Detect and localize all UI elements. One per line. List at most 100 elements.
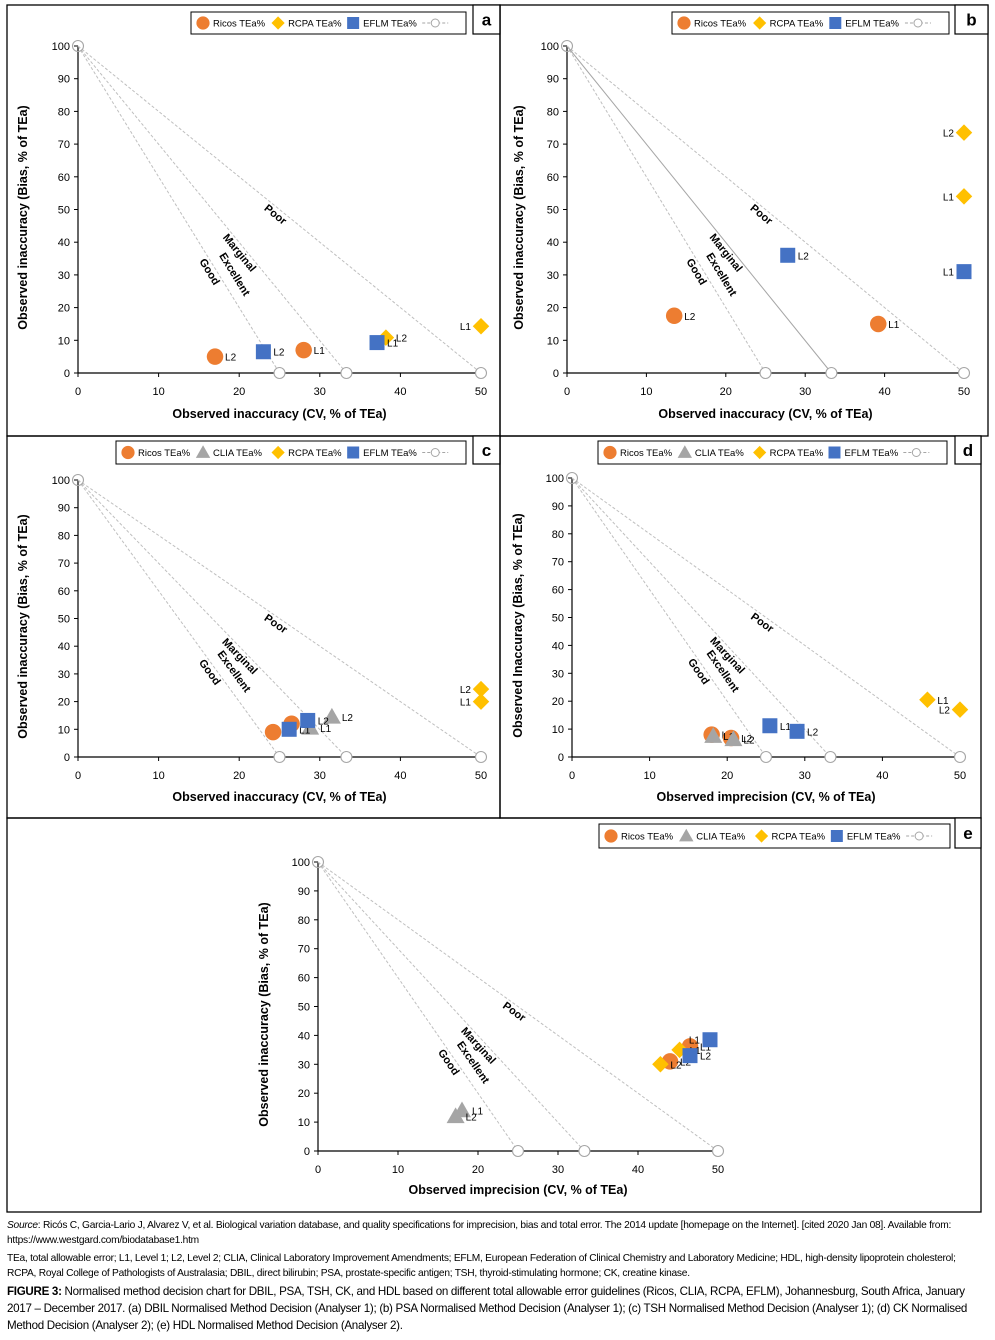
x-tick-label: 40 bbox=[878, 386, 890, 398]
decision-lines bbox=[71, 473, 488, 764]
y-tick-label: 80 bbox=[547, 106, 559, 118]
data-label: L1 bbox=[943, 192, 955, 203]
data-point-eflm-l1 bbox=[762, 718, 778, 734]
data-label: L1 bbox=[937, 696, 949, 707]
data-label: L2 bbox=[700, 1052, 712, 1063]
figure-caption: FIGURE 3: Normalised method decision cha… bbox=[7, 1283, 983, 1334]
data-point-eflm-l2 bbox=[682, 1048, 698, 1064]
y-tick-label: 50 bbox=[58, 614, 70, 626]
data-point-rcpa-l2 bbox=[951, 701, 969, 718]
x-axis-title: Observed inaccuracy (CV, % of TEa) bbox=[172, 790, 386, 804]
panel-c: c Ricos TEa% CLIA TEa% RCPA TEa% EFLM TEa% 0 1… bbox=[6, 435, 501, 819]
legend-item: EFLM TEa% bbox=[829, 17, 900, 30]
zone-label-poor: Poor bbox=[262, 202, 290, 228]
axes: 0 10 20 30 40 50 60 70 80 90 100 0 10 20 30 40 50 Observe… bbox=[16, 475, 487, 804]
zone-label-good: Good bbox=[196, 657, 223, 687]
legend-item bbox=[903, 448, 930, 457]
y-tick-label: 60 bbox=[58, 586, 70, 598]
legend: Ricos TEa% RCPA TEa% EFLM TEa% bbox=[671, 11, 950, 35]
x-tick-label: 10 bbox=[152, 386, 164, 398]
legend-item: Ricos TEa% bbox=[196, 16, 266, 30]
legend-label: EFLM TEa% bbox=[363, 19, 417, 30]
decision-lines bbox=[71, 39, 488, 380]
legend-box bbox=[190, 11, 467, 35]
y-tick-label: 70 bbox=[58, 558, 70, 570]
decision-lines bbox=[565, 471, 967, 764]
legend-label: RCPA TEa% bbox=[288, 448, 342, 459]
legend-label: Ricos TEa% bbox=[138, 448, 191, 459]
data-point-rcpa-l2 bbox=[652, 1056, 669, 1073]
data-point-eflm-l2 bbox=[780, 247, 796, 263]
data-label: L2 bbox=[273, 348, 285, 359]
y-tick-label: 0 bbox=[558, 752, 564, 764]
square-marker-icon bbox=[829, 17, 842, 29]
data-label: L1 bbox=[700, 1042, 712, 1053]
decision-endpoint bbox=[511, 1144, 525, 1158]
legend-item: RCPA TEa% bbox=[271, 445, 342, 460]
data-point-eflm-l2 bbox=[789, 723, 805, 739]
data-point-clia-l2 bbox=[724, 730, 743, 747]
panel-label-box bbox=[954, 4, 989, 35]
decision-endpoint bbox=[957, 366, 971, 380]
decision-line bbox=[317, 861, 719, 1152]
abbreviations-note: TEa, total allowable error; L1, Level 1;… bbox=[7, 1253, 956, 1279]
axes: 0 10 20 30 40 50 60 70 80 90 100 0 10 20 30 40 50 Observe… bbox=[16, 41, 487, 421]
legend-item bbox=[422, 18, 449, 28]
decision-line bbox=[317, 861, 519, 1152]
data-label: L1 bbox=[689, 1036, 701, 1047]
y-tick-label: 20 bbox=[58, 697, 70, 709]
diamond-marker-icon bbox=[753, 16, 767, 30]
open-circle-marker-icon bbox=[911, 448, 921, 457]
data-point-clia-l2 bbox=[322, 707, 341, 724]
decision-line bbox=[77, 45, 482, 374]
y-tick-label: 0 bbox=[304, 1146, 310, 1158]
data-label: L2 bbox=[225, 353, 237, 364]
y-tick-label: 50 bbox=[298, 1002, 310, 1014]
y-tick-label: 10 bbox=[298, 1117, 310, 1129]
decision-line bbox=[77, 479, 280, 758]
x-tick-label: 10 bbox=[392, 1164, 404, 1176]
y-axis-title: Observed inaccuracy (Bias, % of TEa) bbox=[16, 514, 30, 738]
data-label: L2 bbox=[943, 129, 955, 140]
data-point-rcpa-l1 bbox=[472, 693, 490, 710]
legend-item: RCPA TEa% bbox=[753, 445, 824, 460]
legend-item bbox=[422, 448, 449, 457]
data-point-eflm-l1 bbox=[956, 264, 972, 280]
y-tick-label: 80 bbox=[298, 915, 310, 927]
legend: Ricos TEa% RCPA TEa% EFLM TEa% bbox=[190, 11, 467, 35]
zone-label-poor: Poor bbox=[748, 202, 776, 228]
legend-box bbox=[671, 11, 950, 35]
data-point-ricos-l2 bbox=[665, 307, 683, 325]
decision-origin bbox=[565, 471, 579, 485]
decision-line bbox=[571, 477, 961, 758]
panel-d: d Ricos TEa% CLIA TEa% RCPA TEa% EFLM TEa% 0 1… bbox=[499, 435, 982, 819]
x-tick-label: 50 bbox=[475, 386, 487, 398]
y-tick-label: 50 bbox=[58, 205, 70, 217]
legend-label: CLIA TEa% bbox=[695, 448, 744, 459]
data-label: L1 bbox=[299, 725, 311, 736]
y-tick-label: 40 bbox=[58, 237, 70, 249]
legend-label: RCPA TEa% bbox=[770, 19, 824, 30]
decision-origin bbox=[71, 39, 85, 53]
y-tick-label: 60 bbox=[58, 172, 70, 184]
axes: 0 10 20 30 40 50 60 70 80 90 100 0 10 20 30 40 50 Observe… bbox=[257, 857, 724, 1197]
y-tick-label: 70 bbox=[298, 944, 310, 956]
source-note: Source: Ricós C, Garcia-Lario J, Alvarez… bbox=[7, 1218, 983, 1248]
legend-label: CLIA TEa% bbox=[213, 448, 262, 459]
x-tick-label: 40 bbox=[632, 1164, 644, 1176]
diamond-marker-icon bbox=[271, 445, 285, 460]
y-tick-label: 40 bbox=[58, 641, 70, 653]
triangle-marker-icon bbox=[679, 828, 694, 842]
y-tick-label: 100 bbox=[541, 41, 559, 53]
y-tick-label: 50 bbox=[547, 205, 559, 217]
x-tick-label: 30 bbox=[799, 770, 811, 782]
data-point-clia-l2 bbox=[446, 1107, 465, 1124]
y-tick-label: 90 bbox=[547, 74, 559, 86]
legend-label: RCPA TEa% bbox=[288, 19, 342, 30]
legend-item: CLIA TEa% bbox=[679, 828, 746, 843]
x-tick-label: 50 bbox=[958, 386, 970, 398]
